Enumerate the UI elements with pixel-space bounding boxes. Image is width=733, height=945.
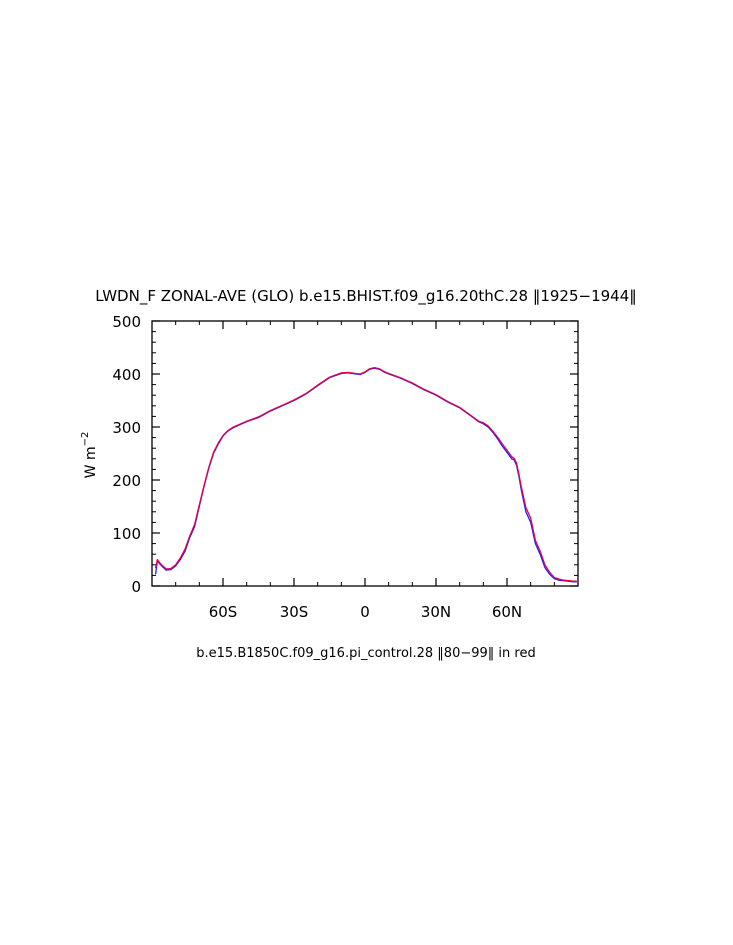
plot-frame — [151, 320, 579, 587]
footnote-control-run: b.e15.B1850C.f09_g16.pi_control.28 ‖80−9… — [196, 646, 535, 661]
y-axis: 0 100 200 300 400 500 — [112, 313, 578, 596]
x-tick-label: 60N — [492, 603, 522, 621]
x-tick-label: 0 — [360, 603, 370, 621]
plot-area: 60S 30S 0 30N 60N 0 100 200 300 400 500 — [112, 313, 579, 621]
y-tick-label: 100 — [112, 525, 141, 543]
chart-title: LWDN_F ZONAL-AVE (GLO) b.e15.BHIST.f09_g… — [95, 287, 637, 306]
y-axis-label-base: W m — [83, 446, 99, 478]
y-tick-label: 300 — [112, 419, 141, 437]
minor-ticks — [152, 321, 578, 586]
x-axis: 60S 30S 0 30N 60N — [209, 321, 522, 621]
y-axis-label-exponent: −2 — [80, 432, 91, 447]
series-lines — [154, 366, 577, 583]
series-line-red — [154, 366, 577, 582]
x-tick-label: 30S — [280, 603, 309, 621]
y-tick-label: 200 — [112, 472, 141, 490]
y-tick-label: 500 — [112, 313, 141, 331]
x-tick-label: 60S — [209, 603, 238, 621]
y-axis-label: W m−2 — [80, 432, 99, 479]
y-tick-label: 0 — [131, 578, 141, 596]
x-tick-label: 30N — [421, 603, 451, 621]
y-tick-label: 400 — [112, 366, 141, 384]
series-line-blue — [154, 367, 577, 583]
